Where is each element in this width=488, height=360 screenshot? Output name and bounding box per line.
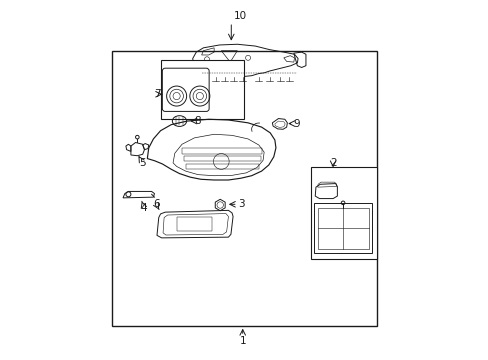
Text: 8: 8 bbox=[194, 116, 201, 126]
Bar bbox=[310, 167, 376, 258]
Text: 10: 10 bbox=[233, 12, 246, 21]
Text: 9: 9 bbox=[292, 118, 299, 129]
Text: 3: 3 bbox=[238, 199, 244, 209]
Text: 4: 4 bbox=[140, 203, 147, 213]
Text: 1: 1 bbox=[239, 336, 245, 346]
Text: 6: 6 bbox=[153, 199, 160, 209]
Text: 5: 5 bbox=[139, 158, 146, 168]
Text: 7: 7 bbox=[153, 89, 160, 99]
Text: 2: 2 bbox=[329, 158, 336, 168]
Bar bbox=[160, 60, 244, 119]
Bar bbox=[176, 217, 212, 231]
Bar bbox=[112, 51, 376, 327]
